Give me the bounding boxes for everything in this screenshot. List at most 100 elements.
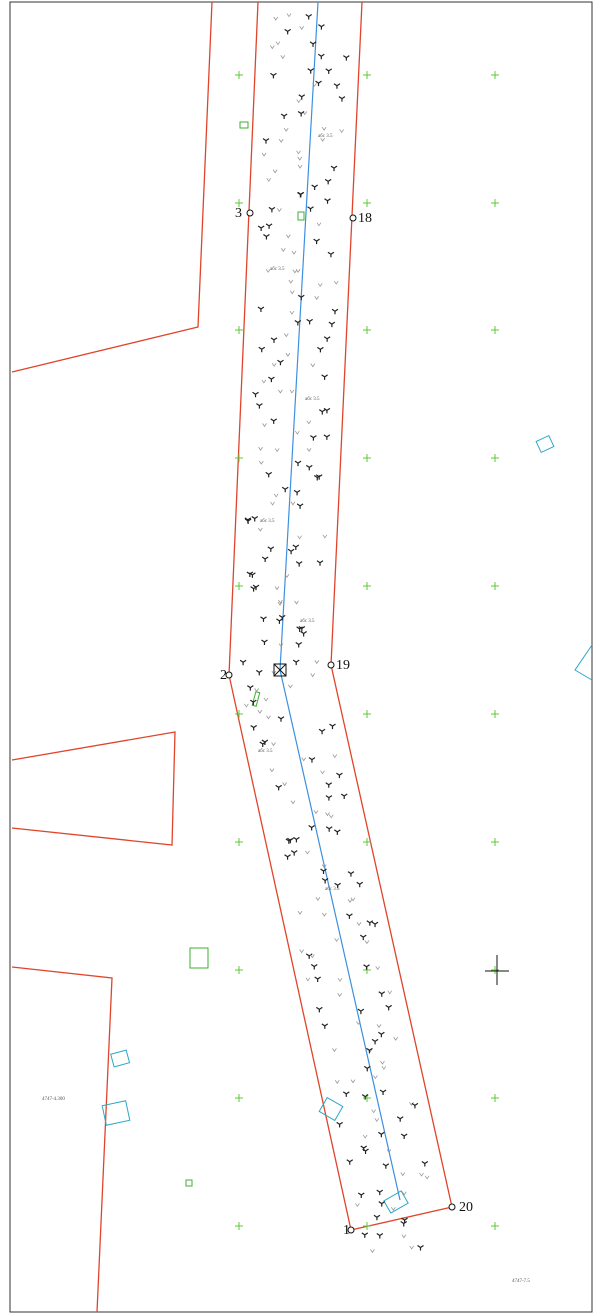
grid-cross bbox=[491, 199, 499, 207]
grass-symbol bbox=[424, 1175, 430, 1180]
grass-symbol bbox=[271, 742, 276, 747]
grass-symbol bbox=[296, 99, 302, 104]
grass-symbol bbox=[400, 1172, 406, 1177]
tree-symbol bbox=[342, 1091, 350, 1097]
tree-symbol bbox=[260, 616, 267, 622]
tree-symbol bbox=[261, 556, 269, 562]
grass-symbol bbox=[401, 1191, 407, 1196]
tree-symbol bbox=[298, 626, 306, 632]
grass-symbol bbox=[288, 279, 294, 284]
tree-symbol bbox=[270, 337, 278, 343]
vegetation bbox=[239, 13, 430, 1254]
grass-symbol bbox=[257, 527, 263, 532]
parcel-boundary bbox=[11, 966, 113, 1313]
tree-symbol bbox=[331, 308, 339, 315]
tree-symbol bbox=[287, 548, 295, 555]
grass-symbol bbox=[254, 688, 259, 693]
grass-symbol bbox=[386, 1149, 392, 1154]
tree-symbol bbox=[325, 795, 333, 801]
tree-symbol bbox=[321, 878, 329, 884]
tree-symbol bbox=[281, 486, 289, 493]
tree-symbol bbox=[293, 489, 301, 496]
grass-symbol bbox=[306, 447, 312, 452]
grass-symbol bbox=[278, 389, 283, 394]
tree-symbol bbox=[378, 1201, 386, 1207]
grass-symbol bbox=[274, 586, 280, 591]
grass-symbol bbox=[320, 770, 325, 775]
grid-cross bbox=[363, 326, 371, 334]
grass-symbol bbox=[269, 45, 275, 50]
grid-cross bbox=[235, 966, 243, 974]
grass-symbol bbox=[328, 814, 334, 819]
grass-symbol bbox=[393, 1036, 399, 1041]
tree-symbol bbox=[305, 464, 313, 471]
grass-symbol bbox=[271, 362, 277, 367]
grass-symbol bbox=[314, 296, 320, 300]
tree-symbol bbox=[363, 1065, 371, 1072]
grass-symbol bbox=[282, 782, 287, 787]
grass-symbol bbox=[339, 129, 345, 134]
tree-symbol bbox=[294, 460, 302, 467]
tree-symbol bbox=[310, 435, 317, 441]
tree-symbol bbox=[262, 138, 270, 144]
grid-cross bbox=[363, 710, 371, 718]
tree-symbol bbox=[277, 716, 285, 722]
tree-symbol bbox=[296, 503, 304, 509]
grass-symbol bbox=[261, 152, 267, 157]
survey-marker bbox=[273, 663, 509, 985]
tree-symbol bbox=[333, 829, 341, 835]
grass-symbol bbox=[272, 169, 278, 174]
grass-symbol bbox=[322, 912, 327, 917]
grass-symbol bbox=[371, 1109, 377, 1114]
object bbox=[185, 1179, 193, 1187]
annotation: абс 3.5 bbox=[270, 267, 285, 272]
tree-symbol bbox=[371, 1038, 379, 1045]
grass-symbol bbox=[321, 864, 327, 869]
tree-symbol bbox=[320, 868, 327, 875]
grass-symbol bbox=[334, 938, 339, 943]
tree-symbol bbox=[290, 850, 298, 856]
tree-symbol bbox=[295, 561, 303, 567]
grass-symbol bbox=[419, 1172, 424, 1177]
tree-symbol bbox=[300, 631, 307, 637]
grass-symbol bbox=[322, 534, 328, 539]
tree-symbol bbox=[298, 94, 306, 100]
tree-symbol bbox=[400, 1221, 408, 1227]
tree-symbol bbox=[239, 659, 247, 666]
grass-symbol bbox=[409, 1245, 415, 1250]
grass-symbol bbox=[305, 977, 311, 982]
map-frame bbox=[9, 1, 593, 1313]
parcel-boundaries bbox=[11, 1, 453, 1313]
tree-symbol bbox=[268, 206, 276, 213]
grass-symbol bbox=[332, 1048, 337, 1053]
tree-symbol bbox=[278, 614, 286, 621]
building bbox=[383, 1190, 409, 1214]
tree-symbol bbox=[411, 1102, 419, 1109]
tree-symbol bbox=[417, 1244, 424, 1251]
grass-symbol bbox=[401, 1234, 407, 1239]
grass-symbol bbox=[290, 800, 296, 805]
point-label: 20 bbox=[459, 1200, 473, 1215]
grass-symbol bbox=[356, 922, 362, 926]
grass-symbol bbox=[314, 660, 320, 665]
grass-symbol bbox=[350, 1079, 356, 1084]
grid-cross bbox=[491, 582, 499, 590]
tree-symbol bbox=[293, 836, 300, 843]
grass-symbol bbox=[296, 150, 301, 155]
tree-symbol bbox=[366, 920, 374, 926]
tree-symbol bbox=[317, 346, 324, 353]
point-label: 18 bbox=[358, 211, 372, 226]
tree-symbol bbox=[323, 407, 331, 414]
tree-symbol bbox=[268, 376, 275, 383]
tree-symbol bbox=[258, 346, 266, 353]
grass-symbol bbox=[299, 26, 305, 30]
grass-symbol bbox=[355, 1203, 360, 1208]
grass-symbol bbox=[347, 899, 353, 903]
grass-symbol bbox=[291, 250, 297, 255]
grid-cross bbox=[235, 326, 243, 334]
tree-symbol bbox=[324, 198, 331, 204]
tree-symbol bbox=[378, 1031, 385, 1038]
grass-symbol bbox=[285, 234, 291, 239]
grid-cross bbox=[235, 838, 243, 846]
